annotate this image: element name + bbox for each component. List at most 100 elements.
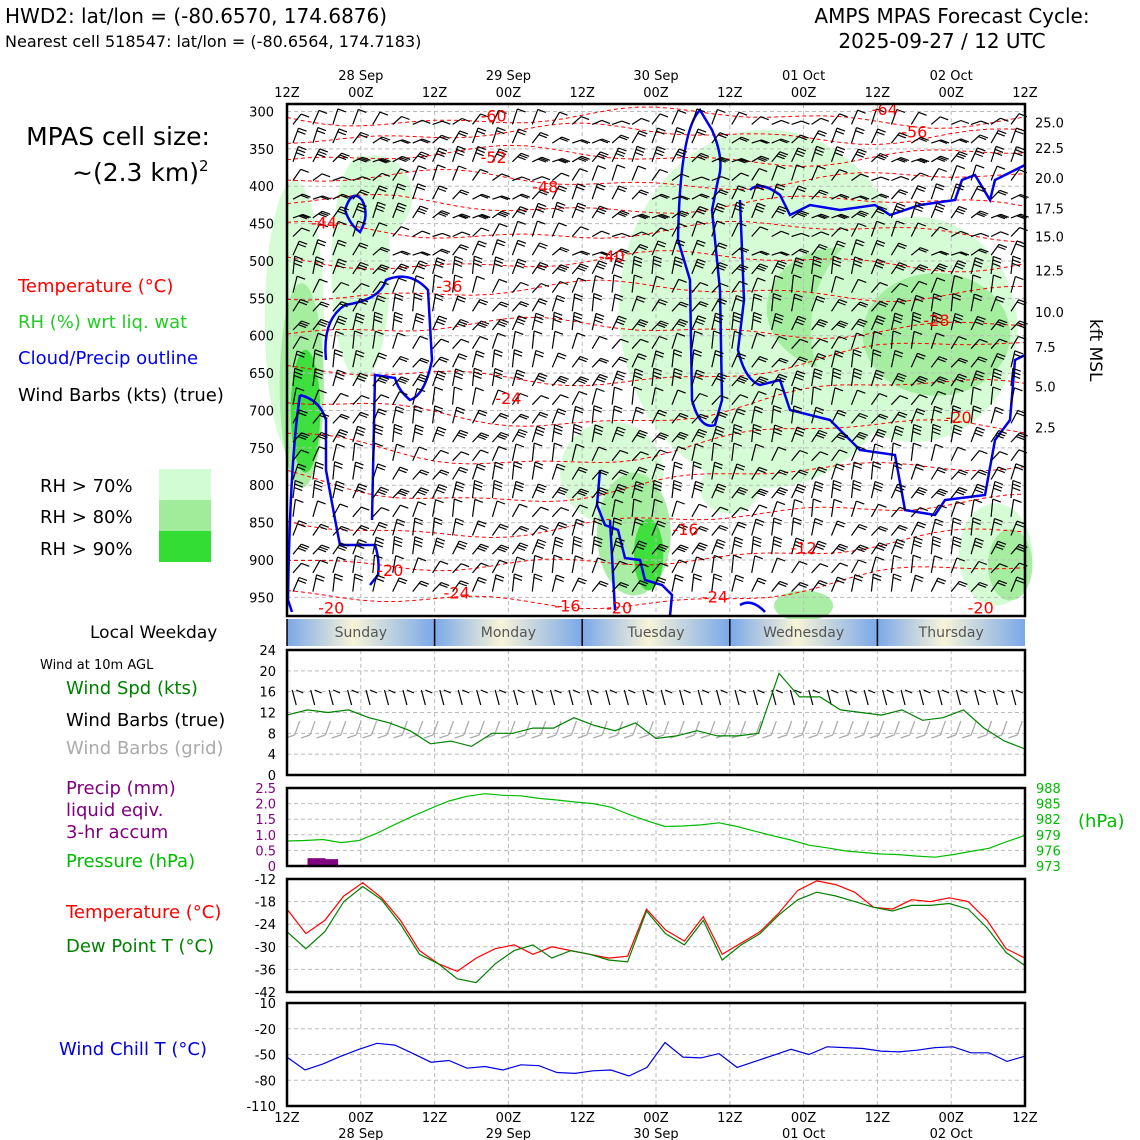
wind-barb: [651, 350, 665, 368]
wind-barb: [731, 507, 749, 518]
wind-barb: [651, 255, 663, 274]
wind-barb: [332, 330, 344, 349]
wind-barb: [850, 574, 864, 592]
wind-barb: [651, 387, 664, 405]
wind-barb: [731, 536, 744, 555]
wind-barb: [651, 193, 670, 200]
wind-barb: [751, 443, 765, 461]
isotherm-label: -60: [481, 107, 507, 126]
wind-barb: [452, 563, 470, 574]
wind-barb: [531, 262, 549, 275]
pressure-tick-label: 976: [1036, 844, 1061, 859]
y-tick-label: 0.5: [255, 844, 276, 859]
wind-panel: 0 4 8 12 16 20 24: [259, 644, 1027, 784]
surface-wind-barb: [346, 689, 359, 706]
bottom-tick-label: 00Z: [791, 1111, 817, 1126]
wind-barb: [970, 210, 989, 219]
wind-barb: [890, 189, 909, 200]
wind-barb: [890, 461, 903, 480]
wind-barb: [531, 411, 549, 424]
cloud-outline: [749, 163, 1026, 217]
wind-barb: [432, 537, 446, 555]
dewpoint-line: [286, 885, 1026, 984]
wind-barb: [292, 213, 311, 220]
surface-wind-barb: [826, 689, 839, 706]
surface-wind-barb: [439, 689, 452, 706]
wind-barb: [571, 535, 583, 555]
wind-barb: [332, 220, 347, 237]
top-date-label: 02 Oct: [930, 69, 973, 84]
wind-barb: [890, 442, 902, 461]
surface-wind-barb: [789, 689, 802, 706]
isotherm-label: -16: [672, 520, 698, 539]
wind-barb: [811, 145, 825, 162]
wind-barb: [352, 156, 371, 163]
wind-barb: [870, 128, 886, 144]
wind-barb: [552, 158, 571, 164]
surface-wind-barb: [513, 689, 525, 706]
forecast-cycle-label: AMPS MPAS Forecast Cycle:: [814, 4, 1089, 28]
wind-barb: [531, 554, 544, 573]
surface-wind-barb: [642, 689, 655, 706]
wind-barb: [491, 544, 510, 555]
wind-barb: [352, 525, 370, 536]
wind-barb: [651, 409, 668, 424]
wind-barb: [711, 554, 723, 573]
wind-barb: [910, 574, 924, 592]
wind-barb: [930, 293, 942, 312]
kft-tick-label: 10.0: [1035, 306, 1064, 321]
wind-barb: [631, 518, 644, 536]
wind-barb: [691, 392, 708, 406]
grid-wind-barb: [685, 720, 701, 739]
wind-barb: [870, 205, 888, 219]
wind-barb: [571, 183, 586, 200]
weekday-label: Thursday: [918, 625, 984, 641]
wind-barb: [611, 386, 623, 405]
top-tick-label: 12Z: [569, 86, 595, 101]
wind-barb: [811, 466, 828, 480]
wind-barb: [811, 189, 829, 200]
wind-barb: [292, 255, 303, 274]
wind-barb: [412, 183, 427, 200]
wind-barb: [312, 446, 328, 462]
wind-barb: [691, 480, 704, 499]
wind-barb: [751, 250, 770, 256]
wind-barb: [631, 255, 643, 274]
pressure-tick-label: 985: [1036, 798, 1061, 813]
wind-barb: [970, 499, 983, 517]
wind-barb: [1010, 240, 1026, 256]
wind-barb: [990, 386, 1002, 405]
wind-barb: [711, 538, 726, 555]
wind-barb: [412, 335, 429, 350]
wind-barb: [611, 257, 625, 275]
top-date-label: 29 Sep: [486, 69, 531, 84]
wind-barb: [531, 442, 543, 461]
wind-barb: [591, 357, 609, 368]
wind-barb: [990, 295, 1005, 312]
wind-barb: [392, 155, 411, 163]
wind-barb: [512, 193, 531, 200]
bottom-tick-label: 12Z: [569, 1111, 595, 1126]
wind-barb: [292, 240, 308, 256]
wind-barb: [850, 445, 866, 462]
y-tick-label: 1.5: [255, 813, 276, 828]
wind-barb: [1010, 498, 1022, 517]
wind-barb: [890, 298, 907, 312]
wind-barb: [611, 582, 629, 593]
wind-barb: [851, 173, 869, 181]
wind-barb: [890, 330, 902, 349]
wind-barb: [990, 189, 1008, 200]
wind-barb: [731, 136, 750, 144]
wind-barb: [631, 580, 649, 592]
wind-barb: [671, 173, 690, 181]
wind-barb: [870, 108, 885, 125]
y-tick-label: 2.5: [255, 782, 276, 797]
wind-barb: [791, 517, 802, 536]
wind-barb: [890, 220, 905, 237]
wind-barb: [432, 483, 448, 499]
top-tick-label: 12Z: [1012, 86, 1038, 101]
wind-barb: [771, 251, 790, 257]
wind-barb: [870, 480, 884, 499]
surface-wind-barb: [291, 689, 304, 706]
wind-barb: [891, 156, 910, 163]
